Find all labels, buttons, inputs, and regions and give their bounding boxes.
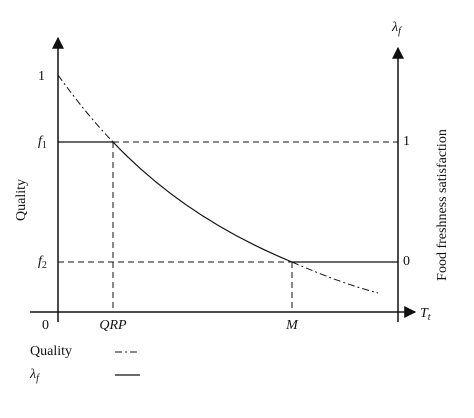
legend-label: Quality: [30, 344, 72, 359]
right-axis-title: Food freshness satisfaction: [435, 129, 450, 281]
m-label: M: [285, 318, 299, 333]
legend-label: λf: [29, 367, 40, 384]
qrp-label: QRP: [99, 318, 127, 333]
f1-label: f1: [38, 134, 47, 151]
origin-label: 0: [42, 318, 49, 333]
left-top-label: 1: [38, 69, 45, 84]
satisfaction-curve: [112, 141, 293, 263]
f2-label: f2: [38, 254, 47, 271]
quality-curve-end: [291, 261, 379, 294]
quality-curve-start: [57, 74, 114, 143]
left-axis-title: Quality: [14, 179, 29, 221]
right-symbol: λf: [391, 20, 402, 37]
right-lower-label: 0: [403, 254, 410, 269]
right-upper-label: 1: [403, 134, 410, 149]
x-symbol: Tt: [420, 306, 431, 323]
